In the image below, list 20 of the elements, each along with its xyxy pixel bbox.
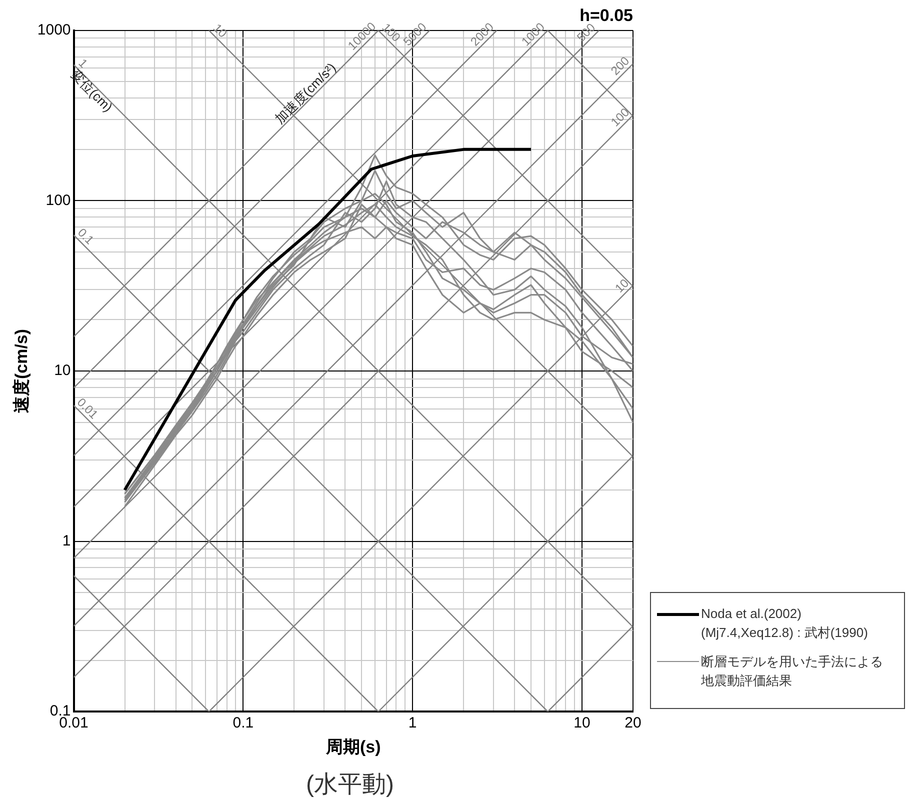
x-tick-label: 0.1: [232, 714, 254, 732]
text: 100: [608, 104, 632, 130]
x-tick-label: 1: [408, 714, 417, 732]
text: 10: [612, 276, 632, 296]
text: (水平動): [305, 770, 395, 800]
text: 0.1: [74, 225, 97, 248]
y-tick-label: 10: [54, 362, 71, 380]
y-tick-label: 1: [62, 532, 71, 550]
x-tick-label: 10: [574, 714, 590, 732]
x-axis-title: 周期(s): [324, 737, 381, 756]
x-tick-label: 20: [624, 714, 642, 732]
legend-label: 断層モデルを用いた手法による地震動評価結果: [701, 652, 884, 690]
text: 100: [379, 20, 404, 45]
y-axis-title: 速度(cm/s): [12, 328, 31, 414]
text: 10: [210, 21, 230, 41]
text: 1: [76, 56, 91, 71]
text: 200: [608, 54, 632, 78]
y-tick-label: 100: [46, 192, 71, 209]
legend-label: Noda et al.(2002) (Mj7.4,Xeq12.8) : 武村(1990): [701, 605, 869, 642]
y-tick-label: 1000: [37, 22, 71, 39]
